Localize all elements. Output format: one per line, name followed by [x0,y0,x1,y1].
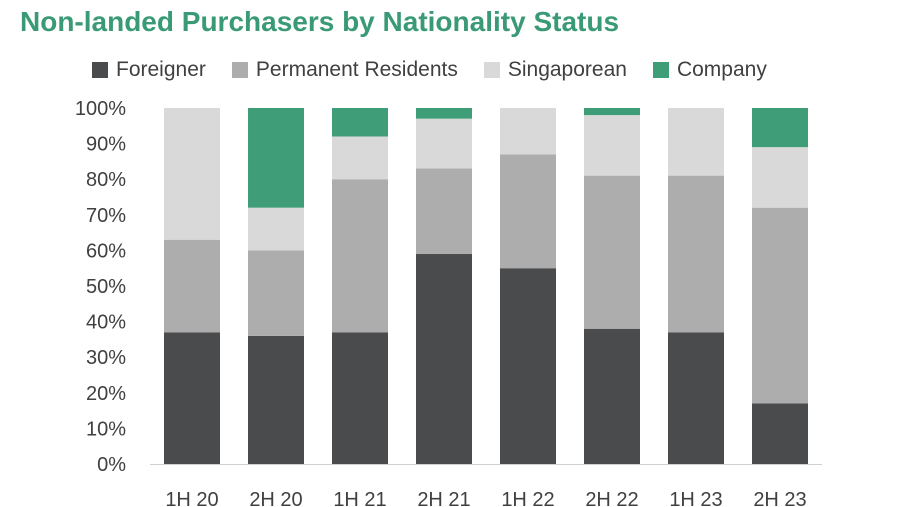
bar-segment-permanent-residents [248,250,304,336]
x-tick-label: 2H 20 [249,489,302,507]
bar-segment-permanent-residents [332,179,388,333]
bar-segment-singaporean [416,118,472,169]
bar-segment-singaporean [500,108,556,155]
bar-segment-singaporean [752,147,808,208]
legend: Foreigner Permanent Residents Singaporea… [92,58,793,82]
bar-segment-foreigner [248,335,304,464]
y-tick-label: 100% [75,98,126,120]
bar-segment-permanent-residents [500,154,556,269]
x-tick-label: 2H 23 [753,489,806,507]
bar-segment-foreigner [668,332,724,464]
bar-segment-foreigner [164,332,220,464]
legend-swatch-company [652,62,669,78]
legend-swatch-singaporean [483,62,500,78]
bar-segment-singaporean [668,108,724,176]
y-tick-label: 60% [86,240,126,262]
x-tick-label: 1H 23 [669,489,722,507]
x-tick-label: 2H 21 [417,489,470,507]
bar-segment-foreigner [332,332,388,464]
bar-segment-company [416,108,472,119]
y-tick-label: 80% [86,169,126,191]
bar-segment-singaporean [584,115,640,176]
bar-segment-foreigner [416,253,472,464]
bar-segment-foreigner [584,328,640,464]
bar-segment-company [248,108,304,208]
bar-segment-permanent-residents [164,239,220,333]
bar-segment-foreigner [752,403,808,464]
chart-title: Non-landed Purchasers by Nationality Sta… [20,6,620,37]
bar-segment-singaporean [248,207,304,251]
bar-segment-singaporean [164,108,220,240]
bar-segment-foreigner [500,268,556,464]
legend-label-singaporean: Singaporean [507,58,627,81]
x-tick-label: 1H 22 [501,489,554,507]
y-tick-label: 90% [86,134,126,156]
legend-item-foreigner: Foreigner [92,58,206,82]
x-tick-label: 1H 21 [333,489,386,507]
bar-segment-singaporean [332,136,388,180]
legend-swatch-foreigner [92,62,108,78]
legend-item-singaporean: Singaporean [483,58,627,82]
y-tick-label: 50% [86,276,126,298]
y-tick-label: 10% [86,418,126,440]
bar-segment-permanent-residents [416,168,472,254]
legend-label-foreigner: Foreigner [116,58,206,81]
bar-segment-permanent-residents [668,175,724,333]
legend-item-company: Company [652,58,767,82]
y-tick-label: 20% [86,383,126,405]
y-tick-label: 0% [97,454,126,476]
bar-segment-company [584,108,640,116]
legend-label-company: Company [676,58,767,81]
bar-segment-permanent-residents [584,175,640,329]
legend-label-permanent-residents: Permanent Residents [255,58,458,81]
legend-swatch-permanent-residents [231,62,248,78]
bar-segment-company [752,108,808,148]
bar-segment-company [332,108,388,137]
x-tick-label: 2H 22 [585,489,638,507]
y-tick-label: 40% [86,312,126,334]
y-tick-label: 30% [86,347,126,369]
y-tick-label: 70% [86,205,126,227]
legend-item-permanent-residents: Permanent Residents [231,58,458,82]
bar-segment-permanent-residents [752,207,808,404]
x-tick-label: 1H 20 [165,489,218,507]
